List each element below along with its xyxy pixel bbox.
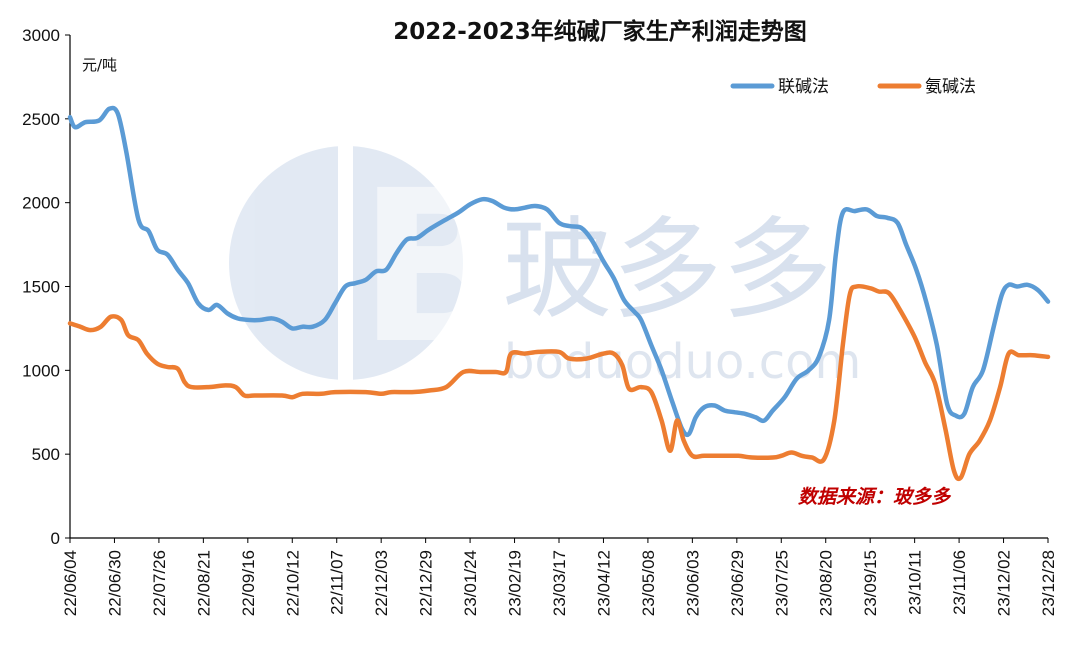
x-tick-label: 23/06/03 (683, 550, 702, 616)
x-tick-label: 22/06/30 (105, 550, 124, 616)
legend: 联碱法 氨碱法 (730, 77, 976, 97)
y-axis-unit-label: 元/吨 (82, 56, 117, 74)
chart-title: 2022-2023年纯碱厂家生产利润走势图 (393, 18, 807, 45)
x-tick-label: 22/10/12 (283, 550, 302, 616)
watermark-domain: boduoduo.com (504, 334, 861, 390)
x-axis-ticks: 22/06/04 22/06/30 22/07/26 22/08/21 22/09/16… (61, 538, 1058, 616)
x-tick-label: 22/07/26 (150, 550, 169, 616)
x-tick-label: 22/12/29 (417, 550, 436, 616)
x-tick-label: 23/10/11 (906, 550, 925, 615)
x-tick-label: 23/02/19 (506, 550, 525, 616)
x-tick-label: 23/12/28 (1039, 550, 1058, 616)
x-tick-label: 22/11/07 (328, 550, 347, 615)
x-tick-label: 23/09/15 (861, 550, 880, 616)
series-layer (67, 105, 1051, 482)
x-tick-label: 23/04/12 (594, 550, 613, 616)
watermark-logo-stripe (338, 146, 353, 380)
x-tick-label: 23/03/17 (550, 550, 569, 616)
x-tick-label: 22/12/03 (372, 550, 391, 616)
y-tick-label: 1500 (22, 278, 60, 297)
watermark-logo-letter: B (358, 145, 518, 390)
x-tick-label: 23/01/24 (461, 550, 480, 616)
series-line-anjian (67, 283, 1051, 482)
x-tick-label: 22/08/21 (194, 550, 213, 616)
x-tick-label: 22/06/04 (61, 550, 80, 616)
x-tick-label: 23/05/08 (639, 550, 658, 616)
watermark: B 玻多多 boduoduo.com (229, 145, 861, 390)
y-tick-label: 3000 (22, 26, 60, 45)
data-source-note: 数据来源：玻多多 (798, 486, 952, 508)
y-tick-label: 2500 (22, 110, 60, 129)
x-tick-label: 23/06/29 (728, 550, 747, 616)
legend-label-lianjian: 联碱法 (778, 77, 829, 97)
y-tick-label: 500 (32, 445, 60, 464)
watermark-logo-circle (229, 146, 463, 380)
series-line-lianjian (67, 105, 1051, 438)
x-tick-label: 23/08/20 (817, 550, 836, 616)
y-tick-label: 2000 (22, 194, 60, 213)
x-tick-label: 23/11/06 (950, 550, 969, 615)
x-tick-label: 23/07/25 (772, 550, 791, 616)
legend-label-anjian: 氨碱法 (925, 77, 976, 97)
x-tick-label: 23/12/02 (995, 550, 1014, 616)
y-tick-label: 1000 (22, 361, 60, 380)
watermark-text: 玻多多 (502, 206, 832, 334)
x-tick-label: 22/09/16 (239, 550, 258, 616)
y-axis-ticks: 0 500 1000 1500 2000 2500 3000 (22, 26, 70, 548)
y-tick-label: 0 (51, 529, 60, 548)
